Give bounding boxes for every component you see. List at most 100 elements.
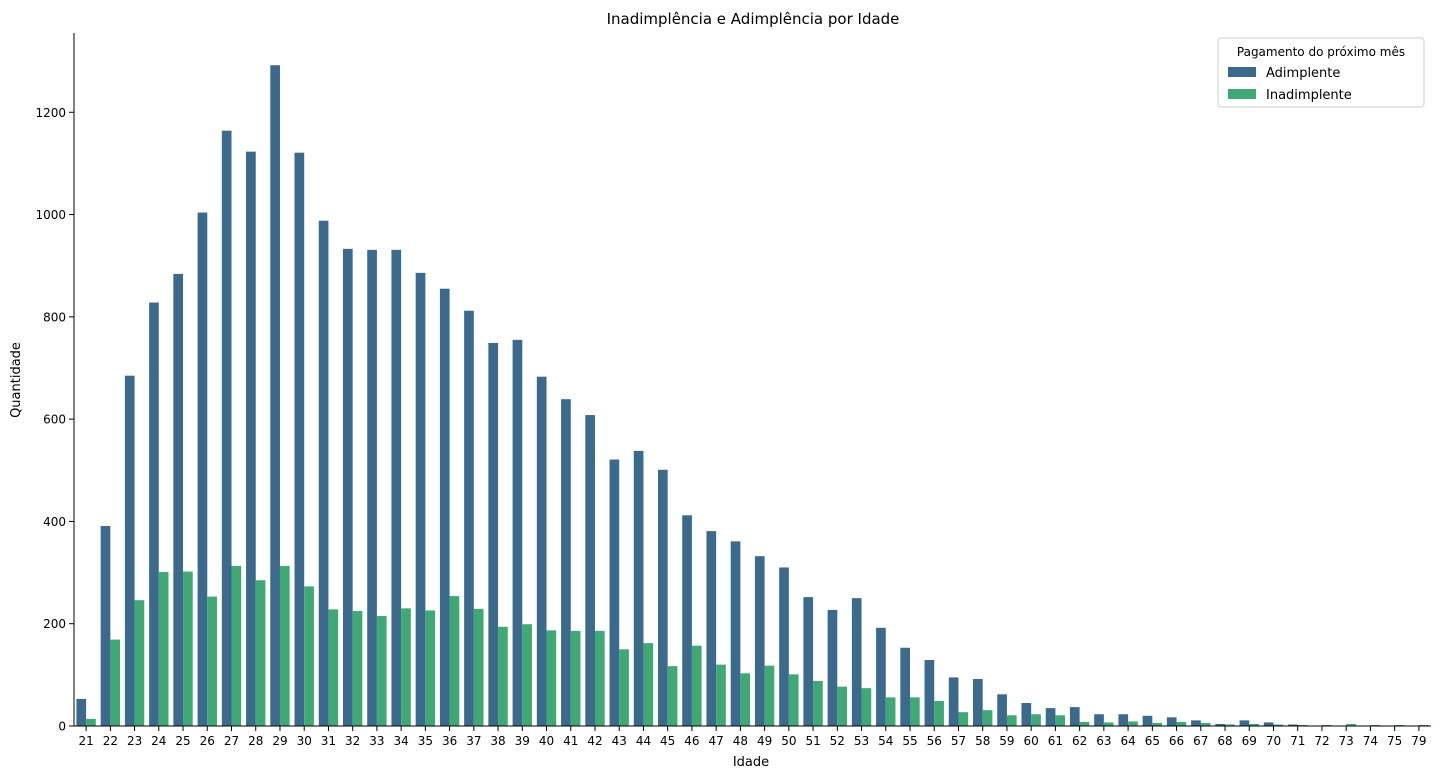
x-tick-label: 25 bbox=[175, 734, 190, 748]
bar-inadimplente-55 bbox=[910, 697, 920, 726]
bar-inadimplente-68 bbox=[1225, 724, 1235, 726]
legend-title: Pagamento do próximo mês bbox=[1237, 45, 1405, 59]
bar-adimplente-22 bbox=[100, 526, 111, 726]
y-tick-label: 400 bbox=[43, 515, 66, 529]
x-tick-label: 22 bbox=[103, 734, 118, 748]
bar-adimplente-35 bbox=[415, 272, 426, 726]
bar-inadimplente-59 bbox=[1006, 715, 1017, 726]
bar-inadimplente-42 bbox=[594, 630, 605, 726]
bar-adimplente-42 bbox=[585, 415, 595, 726]
legend-frame bbox=[1217, 37, 1425, 108]
bar-inadimplente-21 bbox=[86, 718, 96, 726]
y-tick-label: 0 bbox=[58, 720, 66, 734]
bar-adimplente-61 bbox=[1045, 708, 1056, 726]
x-tick-label: 33 bbox=[369, 734, 384, 748]
bar-adimplente-49 bbox=[754, 556, 765, 726]
bar-adimplente-21 bbox=[76, 698, 87, 726]
bar-adimplente-24 bbox=[149, 302, 159, 726]
x-tick-label: 51 bbox=[805, 734, 820, 748]
bar-adimplente-65 bbox=[1142, 715, 1153, 726]
bar-adimplente-43 bbox=[609, 459, 620, 726]
bar-adimplente-41 bbox=[561, 399, 571, 726]
bar-inadimplente-75 bbox=[1394, 724, 1405, 726]
bar-adimplente-36 bbox=[439, 288, 450, 726]
bar-adimplente-34 bbox=[391, 249, 402, 726]
bar-inadimplente-58 bbox=[982, 710, 993, 726]
bar-inadimplente-64 bbox=[1128, 721, 1138, 726]
bar-inadimplente-22 bbox=[110, 639, 121, 726]
x-tick-label: 72 bbox=[1314, 734, 1329, 748]
bar-inadimplente-70 bbox=[1273, 724, 1284, 726]
x-tick-label: 60 bbox=[1024, 734, 1039, 748]
y-axis: 0 200 400 600 800 1000 1200 bbox=[35, 106, 74, 734]
x-tick-label: 26 bbox=[200, 734, 215, 748]
bar-adimplente-51 bbox=[803, 597, 814, 726]
bar-adimplente-40 bbox=[536, 376, 547, 726]
y-tick-label: 600 bbox=[43, 413, 66, 427]
bar-inadimplente-45 bbox=[667, 666, 678, 726]
x-tick-label: 53 bbox=[854, 734, 869, 748]
x-tick-label: 28 bbox=[248, 734, 263, 748]
y-axis-label: Quantidade bbox=[9, 342, 24, 418]
x-tick-label: 35 bbox=[418, 734, 433, 748]
bar-inadimplente-44 bbox=[643, 643, 654, 726]
bar-adimplente-39 bbox=[512, 339, 523, 726]
bar-adimplente-69 bbox=[1239, 720, 1250, 726]
x-tick-label: 24 bbox=[151, 734, 166, 748]
bar-inadimplente-74 bbox=[1370, 724, 1381, 726]
bar-inadimplente-27 bbox=[231, 565, 242, 726]
x-tick-label: 74 bbox=[1363, 734, 1378, 748]
bar-inadimplente-34 bbox=[401, 608, 411, 726]
bar-inadimplente-49 bbox=[764, 665, 775, 726]
bar-adimplente-45 bbox=[657, 469, 668, 726]
bar-inadimplente-28 bbox=[255, 580, 266, 726]
bar-inadimplente-73 bbox=[1346, 723, 1356, 726]
bar-inadimplente-25 bbox=[183, 571, 193, 726]
x-tick-label: 21 bbox=[78, 734, 93, 748]
bar-adimplente-58 bbox=[973, 678, 983, 726]
x-tick-label: 70 bbox=[1266, 734, 1281, 748]
bar-inadimplente-66 bbox=[1176, 721, 1187, 726]
x-tick-label: 32 bbox=[345, 734, 360, 748]
bar-adimplente-70 bbox=[1263, 722, 1274, 726]
bar-inadimplente-39 bbox=[522, 624, 532, 726]
x-axis: 21 22 23 24 25 26 27 28 29 30 31 32 33 34 35 36 37 38 39 40… bbox=[78, 726, 1427, 748]
x-tick-label: 71 bbox=[1290, 734, 1305, 748]
bar-adimplente-62 bbox=[1069, 707, 1080, 726]
bar-adimplente-52 bbox=[827, 609, 838, 726]
bar-inadimplente-62 bbox=[1079, 721, 1090, 726]
bar-adimplente-67 bbox=[1191, 720, 1201, 726]
bar-inadimplente-52 bbox=[837, 686, 847, 726]
legend-label-inadimplente: Inadimplente bbox=[1266, 88, 1352, 103]
y-tick-label: 800 bbox=[43, 310, 66, 324]
chart-title: Inadimplência e Adimplência por Idade bbox=[607, 10, 900, 28]
legend: Pagamento do próximo mês Adimplente Inad… bbox=[1217, 37, 1425, 108]
bar-adimplente-46 bbox=[682, 515, 692, 726]
bar-inadimplente-60 bbox=[1031, 714, 1041, 726]
bar-adimplente-48 bbox=[730, 541, 741, 726]
bar-adimplente-28 bbox=[246, 151, 256, 726]
bar-adimplente-71 bbox=[1288, 724, 1298, 726]
x-tick-label: 43 bbox=[612, 734, 627, 748]
bar-adimplente-23 bbox=[124, 375, 135, 726]
bar-adimplente-53 bbox=[851, 598, 862, 726]
bar-inadimplente-51 bbox=[813, 680, 823, 726]
x-tick-label: 55 bbox=[902, 734, 917, 748]
legend-label-adimplente: Adimplente bbox=[1266, 66, 1340, 81]
bar-inadimplente-69 bbox=[1249, 723, 1259, 726]
bar-adimplente-57 bbox=[948, 677, 959, 726]
x-tick-label: 75 bbox=[1387, 734, 1402, 748]
bar-adimplente-27 bbox=[221, 130, 232, 726]
bar-inadimplente-31 bbox=[328, 609, 339, 726]
x-tick-label: 69 bbox=[1242, 734, 1257, 748]
bar-inadimplente-71 bbox=[1297, 724, 1308, 726]
bars-group bbox=[76, 65, 1429, 727]
bar-inadimplente-38 bbox=[498, 626, 508, 726]
x-tick-label: 30 bbox=[297, 734, 312, 748]
bar-inadimplente-26 bbox=[207, 596, 217, 726]
x-tick-label: 54 bbox=[878, 734, 893, 748]
bar-inadimplente-67 bbox=[1200, 722, 1211, 726]
x-tick-label: 39 bbox=[515, 734, 530, 748]
bar-adimplente-32 bbox=[342, 248, 353, 726]
bar-adimplente-30 bbox=[294, 152, 305, 726]
